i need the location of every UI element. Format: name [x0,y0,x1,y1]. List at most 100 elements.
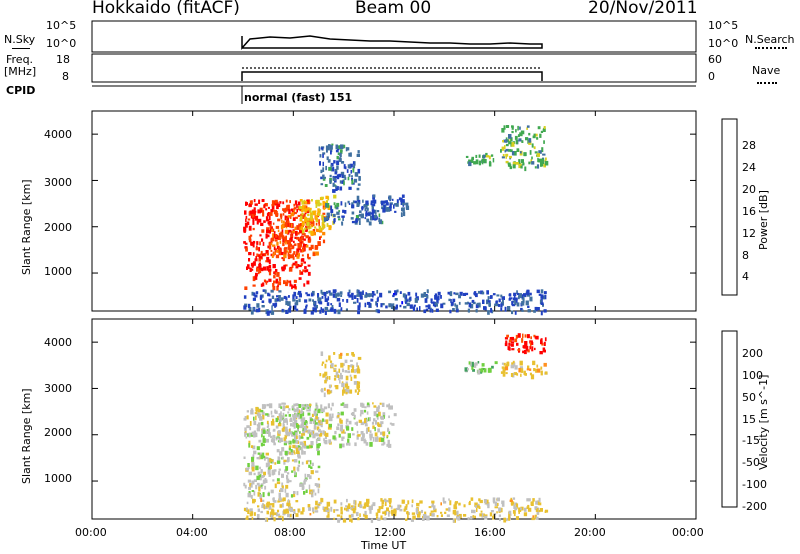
data-cell [416,511,420,515]
data-cell [246,415,249,420]
data-cell [307,474,310,478]
data-cell [511,310,514,315]
data-cell [316,443,320,449]
data-cell [328,159,331,162]
data-cell [492,293,496,296]
time-tick: 08:00 [274,526,306,539]
data-cell [505,518,508,522]
data-cell [305,304,308,307]
data-cell [295,308,299,312]
data-cell [300,215,303,220]
data-cell [515,129,517,133]
data-cell [314,422,318,425]
data-cell [345,353,349,356]
data-cell [468,159,470,163]
data-cell [505,366,509,371]
data-cell [373,214,377,219]
data-cell [253,430,256,435]
data-cell [270,410,273,415]
data-cell [344,359,348,364]
data-cell [380,498,383,502]
data-cell [393,204,395,209]
data-cell [305,208,308,211]
data-cell [257,424,261,429]
data-cell [317,417,320,421]
data-cell [538,510,541,513]
data-cell [355,368,358,373]
data-cell [366,402,370,406]
data-cell [512,297,516,301]
data-cell [244,242,248,245]
data-cell [285,405,289,409]
data-cell [341,382,345,388]
data-cell [313,304,317,307]
data-cell [527,305,530,308]
data-cell [246,425,250,429]
data-cell [326,215,329,221]
data-cell [359,413,362,417]
data-cell [540,302,544,305]
data-cell [351,427,354,431]
data-cell [318,502,322,505]
data-cell [251,490,254,492]
data-cell [364,502,367,506]
data-cell [388,498,392,503]
data-cell [293,432,296,436]
data-cell [266,502,270,508]
data-cell [256,457,260,460]
data-cell [259,416,263,421]
data-cell [386,404,389,408]
data-cell [292,217,296,221]
power-cbar-tick: 12 [742,227,756,240]
data-cell [291,406,294,409]
data-cell [299,199,303,202]
data-cell [368,293,373,297]
data-cell [271,469,275,474]
data-cell [384,501,387,506]
data-cell [543,126,546,130]
data-cell [255,203,257,206]
data-cell [360,431,364,435]
data-cell [291,245,294,250]
data-cell [498,298,501,303]
freq-trace [241,71,543,81]
data-cell [513,372,518,376]
data-cell [265,233,268,239]
data-cell [524,349,527,355]
data-cell [309,209,312,213]
data-cell [341,221,343,224]
data-cell [336,160,340,165]
data-cell [292,294,295,300]
data-cell [298,227,302,230]
data-cell [317,477,320,481]
data-cell [362,199,364,203]
velocity-cbar-tick: -200 [742,500,767,513]
data-cell [322,217,325,222]
data-cell [325,203,328,208]
data-cell [467,517,470,521]
data-cell [413,304,416,307]
data-cell [268,268,272,272]
data-cell [371,421,375,425]
data-cell [272,503,275,508]
data-cell [272,234,276,239]
data-cell [272,244,276,247]
data-cell [336,165,339,170]
data-cell [360,421,364,426]
data-cell [324,435,327,440]
data-cell [267,469,271,475]
data-cell [279,504,283,508]
data-cell [257,505,260,508]
data-cell [378,506,381,511]
data-cell [504,149,507,153]
data-cell [309,513,312,516]
data-cell [357,356,362,360]
data-cell [405,202,409,206]
data-cell [250,262,255,267]
data-cell [390,306,395,309]
data-cell [312,218,314,223]
data-cell [536,510,540,515]
data-cell [304,425,307,429]
data-cell [305,425,309,429]
data-cell [318,219,320,224]
